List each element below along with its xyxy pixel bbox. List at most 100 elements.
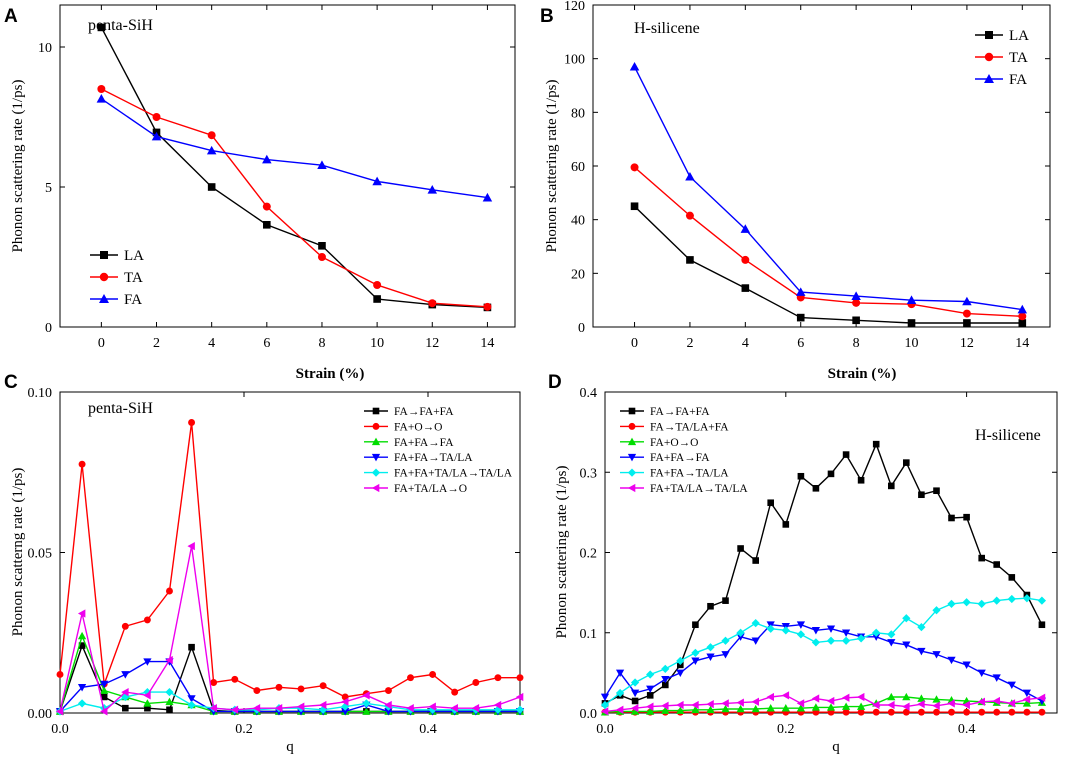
- data-point: [428, 299, 437, 308]
- data-point: [962, 700, 970, 710]
- data-point: [752, 557, 759, 564]
- data-point: [630, 704, 639, 713]
- data-point: [903, 459, 910, 466]
- data-point: [630, 678, 640, 687]
- data-point: [1008, 708, 1016, 716]
- data-point: [600, 693, 610, 702]
- data-point: [427, 185, 438, 194]
- data-point: [55, 707, 64, 716]
- chart-title: H-silicene: [634, 20, 700, 37]
- series-line: [633, 66, 1023, 311]
- data-point: [1007, 594, 1016, 604]
- data-point: [796, 313, 805, 322]
- data-point: [207, 131, 216, 140]
- legend-label: FA+FA+TA/LA→TA/LA: [394, 468, 513, 480]
- data-point: [143, 699, 152, 707]
- x-tick-label: 8: [318, 336, 325, 351]
- data-point: [661, 701, 669, 710]
- data-point: [207, 183, 216, 191]
- data-point: [1038, 708, 1046, 716]
- x-tick-label: 0.0: [596, 722, 614, 737]
- y-axis-label: Phonon scattering rate (1/ps): [544, 80, 560, 253]
- data-point: [887, 708, 895, 716]
- data-point: [275, 683, 283, 691]
- y-tick-label: 80: [571, 106, 585, 121]
- legend-marker: [627, 468, 637, 477]
- series-1: [630, 163, 1027, 321]
- data-point: [872, 440, 880, 448]
- data-point: [100, 686, 109, 694]
- series-1: [97, 85, 492, 311]
- legend-label: FA+FA→FA: [650, 452, 710, 464]
- data-point: [372, 176, 382, 186]
- data-point: [77, 631, 87, 640]
- x-tick-label: 0: [631, 336, 638, 351]
- chart-title: penta-SiH: [88, 400, 153, 417]
- data-point: [77, 699, 87, 708]
- x-tick-label: 0.0: [51, 722, 69, 737]
- data-point: [963, 319, 971, 327]
- data-point: [887, 692, 896, 701]
- x-tick-label: 0.2: [777, 722, 795, 737]
- data-point: [661, 664, 670, 673]
- series-5: [55, 541, 524, 716]
- data-point: [902, 614, 911, 623]
- data-point: [932, 695, 941, 703]
- series-line: [59, 643, 520, 713]
- data-point: [1017, 304, 1028, 314]
- data-point: [706, 705, 715, 714]
- data-point: [872, 628, 881, 637]
- data-point: [143, 658, 152, 666]
- data-point: [252, 704, 261, 713]
- data-point: [274, 704, 283, 713]
- data-point: [741, 284, 750, 292]
- data-point: [851, 291, 861, 300]
- data-point: [121, 688, 129, 697]
- y-tick-label: 0.2: [580, 547, 598, 562]
- data-point: [782, 521, 790, 528]
- data-point: [121, 622, 129, 630]
- y-tick-label: 0: [578, 321, 585, 336]
- y-tick-label: 100: [564, 53, 585, 68]
- legend-marker: [99, 272, 109, 282]
- data-point: [856, 702, 866, 710]
- data-point: [781, 626, 790, 635]
- data-point: [721, 651, 730, 659]
- x-tick-label: 0.2: [235, 722, 253, 737]
- data-point: [811, 703, 821, 711]
- x-tick-label: 0: [98, 336, 105, 351]
- data-point: [630, 202, 639, 211]
- y-tick-label: 20: [571, 267, 585, 282]
- data-point: [992, 696, 1001, 706]
- data-point: [993, 708, 1001, 716]
- data-point: [151, 131, 162, 141]
- data-point: [766, 692, 775, 702]
- data-point: [77, 609, 86, 618]
- data-point: [494, 674, 502, 682]
- data-point: [1022, 695, 1031, 704]
- data-point: [932, 701, 940, 710]
- data-point: [209, 704, 217, 713]
- data-point: [902, 702, 910, 711]
- series-line: [634, 166, 1023, 317]
- y-tick-label: 0.1: [580, 627, 598, 642]
- data-point: [933, 487, 940, 495]
- legend-label: FA+FA→TA/LA: [650, 468, 729, 480]
- data-point: [646, 692, 654, 699]
- legend-marker: [627, 437, 637, 446]
- data-point: [736, 628, 745, 637]
- legend-label: FA→TA/LA+FA: [650, 421, 729, 433]
- data-point: [766, 624, 775, 633]
- data-point: [685, 171, 695, 181]
- data-point: [872, 708, 880, 716]
- data-point: [887, 700, 895, 710]
- series-4: [600, 594, 1047, 710]
- data-point: [932, 606, 941, 615]
- legend-marker: [372, 407, 380, 415]
- data-point: [811, 638, 821, 647]
- legend-marker: [985, 31, 993, 39]
- legend-marker: [371, 468, 381, 477]
- panel-c: C 0.0 0.2 0.4 0.00 0.05 0.10 q Phonon scatterng …: [4, 372, 525, 755]
- data-point: [978, 554, 985, 562]
- data-point: [992, 596, 1001, 605]
